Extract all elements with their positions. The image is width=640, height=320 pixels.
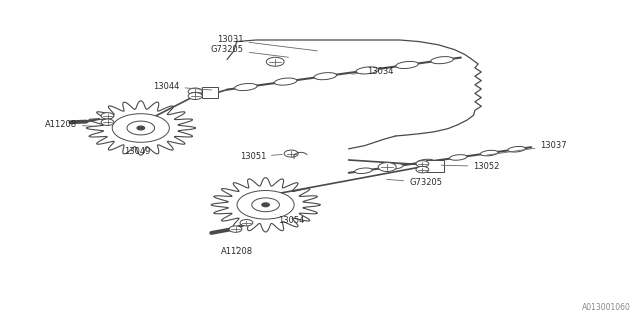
Ellipse shape [481,150,498,156]
Ellipse shape [417,159,434,165]
Text: 13044: 13044 [153,82,212,91]
Text: G73205: G73205 [211,45,289,57]
Circle shape [262,203,269,207]
Ellipse shape [508,147,525,152]
Circle shape [127,121,155,135]
Ellipse shape [449,155,467,160]
Ellipse shape [235,84,257,91]
Ellipse shape [355,168,372,173]
Circle shape [416,161,429,167]
Circle shape [416,166,429,173]
Circle shape [101,119,114,125]
Circle shape [137,126,145,130]
Text: G73205: G73205 [387,178,442,187]
Circle shape [188,92,202,100]
FancyBboxPatch shape [426,160,444,172]
Circle shape [188,88,202,95]
Text: 13049: 13049 [124,147,151,156]
Circle shape [101,113,114,119]
Circle shape [240,220,253,226]
Ellipse shape [396,61,419,68]
Text: 13054: 13054 [275,214,305,225]
Ellipse shape [356,67,379,74]
Circle shape [112,114,170,142]
Circle shape [378,163,396,172]
FancyBboxPatch shape [202,87,218,98]
Text: A11208: A11208 [221,246,253,256]
Polygon shape [86,101,195,155]
Text: 13052: 13052 [441,162,500,171]
Ellipse shape [431,57,453,64]
Circle shape [266,57,284,66]
Circle shape [252,198,280,212]
Text: 13051: 13051 [239,152,282,161]
Circle shape [229,226,242,232]
Text: A013001060: A013001060 [582,303,630,312]
Text: A11208: A11208 [45,120,97,129]
Circle shape [284,150,298,157]
Text: 13034: 13034 [351,68,394,76]
Ellipse shape [275,78,297,85]
Circle shape [237,190,294,219]
Polygon shape [211,178,320,232]
Ellipse shape [314,73,337,80]
Ellipse shape [386,164,403,169]
Text: 13031: 13031 [217,36,317,51]
Text: 13037: 13037 [486,141,567,155]
